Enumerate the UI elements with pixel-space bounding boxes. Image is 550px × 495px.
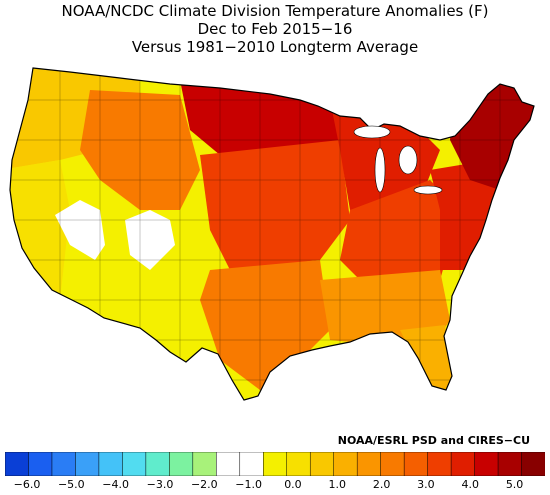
region-great-basin [55, 200, 105, 260]
division-gridlines [10, 68, 534, 400]
color-swatch [28, 452, 53, 476]
color-swatch [75, 452, 100, 476]
color-scale-labels: −6.0 −5.0 −4.0 −3.0 −2.0 −1.0 0.0 1.0 2.0 3.0 4.0 5… [0, 478, 550, 494]
color-swatch [427, 452, 452, 476]
scale-tick-label: −2.0 [190, 478, 218, 491]
lake-superior [353, 125, 391, 139]
scale-tick-label: 0.0 [284, 478, 302, 491]
scale-tick-label: 3.0 [417, 478, 435, 491]
map-title: NOAA/NCDC Climate Division Temperature A… [61, 2, 489, 20]
us-outline [9, 67, 535, 401]
color-swatch [51, 452, 76, 476]
color-swatch [521, 452, 545, 476]
color-swatch [403, 452, 429, 476]
scale-tick-label: −6.0 [13, 478, 41, 491]
region-southern-plains [200, 260, 330, 390]
scale-tick-label: 4.0 [461, 478, 480, 491]
color-swatch [216, 452, 241, 476]
color-swatch [450, 452, 476, 476]
data-credit: NOAA/ESRL PSD and CIRES−CU [337, 434, 530, 447]
scale-tick-label: 1.0 [328, 478, 347, 491]
color-swatch [122, 452, 147, 476]
map-baseline: Versus 1981−2010 Longterm Average [131, 38, 419, 56]
scale-tick-label: 2.0 [372, 478, 391, 491]
scale-tick-label: −5.0 [57, 478, 85, 491]
color-swatch [98, 452, 123, 476]
color-swatch [309, 452, 335, 476]
color-swatch [192, 452, 217, 476]
map-period: Dec to Feb 2015−16 [197, 20, 353, 38]
color-swatch [169, 452, 194, 476]
color-swatch [286, 452, 311, 476]
color-scale-bar [5, 452, 545, 476]
region-florida [400, 325, 455, 390]
color-swatch [145, 452, 170, 476]
scale-tick-label: −3.0 [146, 478, 174, 491]
color-swatch [263, 452, 288, 476]
color-swatch [333, 452, 358, 476]
scale-tick-label: −4.0 [102, 478, 129, 491]
scale-tick-label: −1.0 [235, 478, 262, 491]
region-great-basin-2 [125, 210, 175, 270]
color-swatch [239, 452, 264, 476]
anomaly-regions [10, 68, 534, 400]
us-climate-division-map [9, 67, 535, 401]
color-swatch [380, 452, 405, 476]
color-swatch [497, 452, 522, 476]
color-swatch [5, 452, 29, 476]
color-swatch [356, 452, 382, 476]
color-swatch [474, 452, 499, 476]
scale-tick-label: 5.0 [505, 478, 524, 491]
lake-michigan [374, 147, 386, 193]
region-central-plains [200, 140, 350, 270]
region-ohio-valley [340, 180, 460, 290]
lake-erie [413, 185, 443, 195]
lake-huron [398, 145, 418, 175]
